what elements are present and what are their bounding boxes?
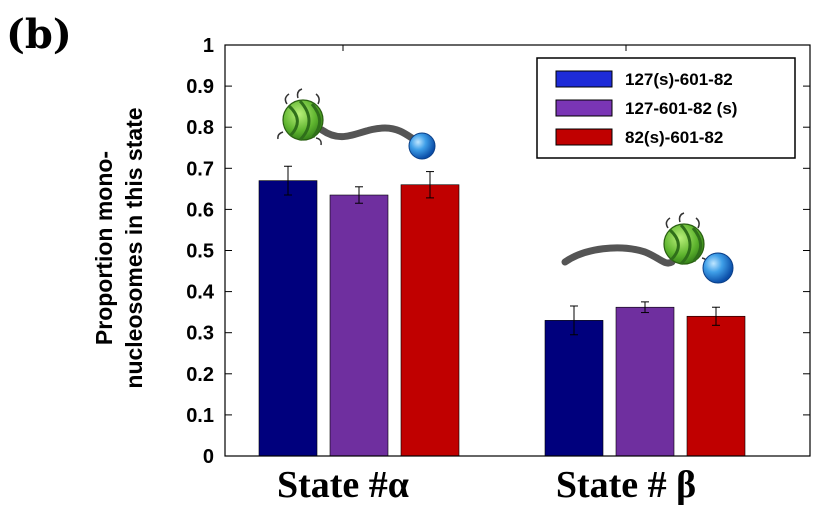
y-axis-label: Proportion mono- nucleosomes in this sta… bbox=[91, 107, 147, 388]
y-tick-label: 0.4 bbox=[186, 282, 215, 304]
y-tick-label: 0.6 bbox=[186, 199, 214, 221]
y-axis-label-line-2: nucleosomes in this state bbox=[121, 107, 147, 388]
y-tick-label: 1 bbox=[203, 35, 214, 57]
error-bars bbox=[284, 165, 720, 336]
x-tick-label-beta: State # β bbox=[556, 464, 696, 506]
x-tick-label-alpha: State #α bbox=[277, 464, 409, 506]
plot-frame bbox=[224, 44, 811, 457]
bar-series-2-category-1 bbox=[329, 194, 389, 457]
y-axis-ticks: 0 0.1 0.2 0.3 0.4 0.5 0.6 0.7 0.8 0.9 1 bbox=[186, 35, 810, 468]
y-tick-label: 0.5 bbox=[186, 241, 214, 263]
y-tick-label: 0.1 bbox=[186, 405, 214, 427]
bar-series-3-category-2 bbox=[686, 315, 746, 457]
bars bbox=[258, 180, 746, 457]
legend-label-2: 127-601-82 (s) bbox=[625, 99, 737, 118]
y-tick-label: 0.7 bbox=[186, 158, 214, 180]
nucleosome-beta-illustration bbox=[561, 212, 734, 284]
y-tick-label: 0.2 bbox=[186, 364, 214, 386]
y-tick-label: 0.9 bbox=[186, 76, 214, 98]
legend-swatch-1 bbox=[555, 70, 613, 88]
legend-label-3: 82(s)-601-82 bbox=[625, 128, 723, 147]
bar-series-1-category-1 bbox=[258, 180, 318, 457]
nucleosome-alpha-illustration bbox=[277, 88, 436, 160]
legend-swatch-3 bbox=[555, 128, 613, 146]
legend-label-1: 127(s)-601-82 bbox=[625, 70, 733, 89]
y-tick-label: 0 bbox=[203, 446, 214, 468]
bar-series-1-category-2 bbox=[544, 320, 604, 457]
legend-swatch-2 bbox=[555, 99, 613, 117]
bar-series-3-category-1 bbox=[400, 184, 460, 457]
legend: 127(s)-601-82 127-601-82 (s) 82(s)-601-8… bbox=[536, 57, 796, 159]
y-tick-label: 0.8 bbox=[186, 117, 214, 139]
y-axis-label-line-1: Proportion mono- bbox=[91, 151, 117, 345]
y-tick-label: 0.3 bbox=[186, 323, 214, 345]
panel-label: (b) bbox=[6, 11, 72, 58]
bar-series-2-category-2 bbox=[615, 306, 675, 457]
